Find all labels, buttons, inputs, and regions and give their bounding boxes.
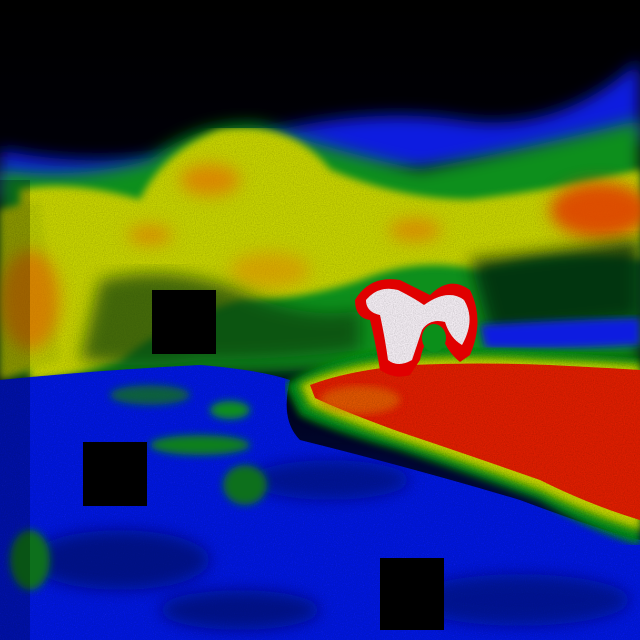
ground-hot	[285, 347, 640, 545]
foliage-warm-patches	[0, 164, 640, 350]
occlusion-square	[380, 558, 444, 630]
ground-cold-dark	[30, 460, 630, 630]
cold-stripe	[480, 318, 640, 349]
hedge-shadow	[470, 240, 640, 335]
left-seam	[0, 180, 30, 640]
ground-green-patches	[10, 385, 267, 590]
occlusion-square	[83, 442, 147, 506]
hot-object	[355, 279, 478, 377]
occlusion-square	[152, 290, 216, 354]
shadow-band	[80, 273, 360, 365]
